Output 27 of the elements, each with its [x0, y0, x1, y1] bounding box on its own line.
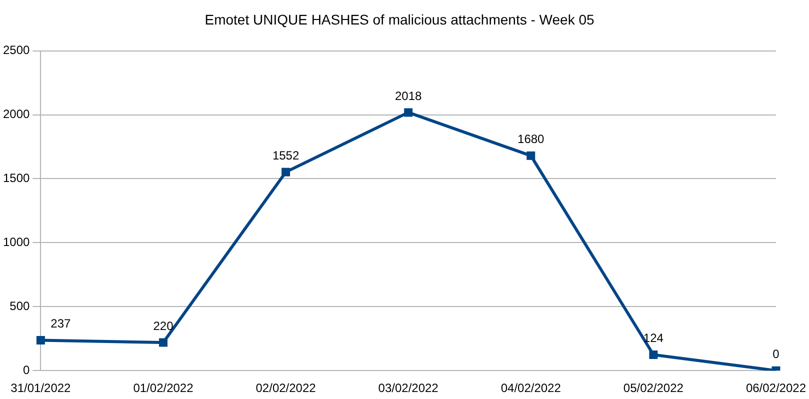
y-tick-label: 1000 [2, 234, 30, 249]
point [649, 350, 658, 359]
x-tick-label: 03/02/2022 [378, 381, 439, 396]
y-tick-label: 2000 [2, 107, 30, 122]
data-label: 2018 [394, 88, 422, 103]
point [159, 338, 168, 347]
x-tick-label: 31/01/2022 [10, 381, 72, 396]
data-label: 0 [772, 346, 780, 361]
x-tick-label: 01/02/2022 [133, 381, 194, 396]
data-label: 220 [153, 318, 174, 333]
y-tick-label: 1500 [2, 171, 30, 186]
chart-title: Emotet UNIQUE HASHES of malicious attachments - Week 05 [204, 11, 594, 28]
data-label: 237 [50, 316, 72, 331]
x-tick-label: 02/02/2022 [256, 381, 316, 396]
data-label: 1552 [272, 148, 300, 162]
x-tick-label: 06/02/2022 [746, 381, 806, 396]
x-tick-label: 05/02/2022 [623, 381, 684, 396]
point [36, 336, 45, 345]
x-tick-label: 04/02/2022 [500, 381, 562, 396]
data-label: 1680 [518, 132, 545, 146]
y-tick-label: 0 [23, 362, 30, 377]
point [404, 108, 413, 117]
y-tick-label: 500 [10, 298, 30, 313]
point [526, 151, 536, 160]
data-label: 124 [643, 331, 664, 346]
point [282, 168, 290, 176]
y-tick-label: 2500 [2, 43, 30, 58]
